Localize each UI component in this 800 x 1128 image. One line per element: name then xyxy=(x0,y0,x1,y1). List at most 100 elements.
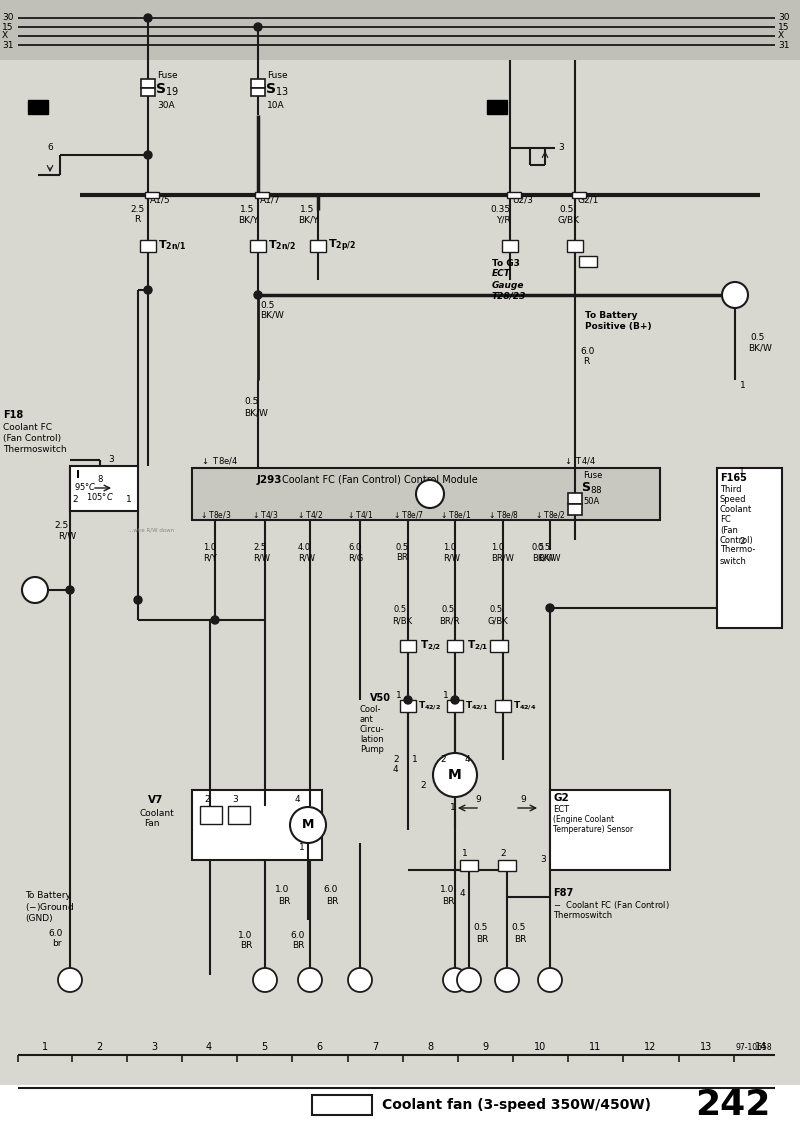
Text: R/BK: R/BK xyxy=(392,617,412,626)
Text: BR: BR xyxy=(278,897,290,906)
Text: 3: 3 xyxy=(232,795,238,804)
Text: 1: 1 xyxy=(739,467,745,476)
Text: R/G: R/G xyxy=(348,554,363,563)
Text: 2: 2 xyxy=(500,848,506,857)
Text: To Battery: To Battery xyxy=(25,890,71,899)
Text: $\downarrow$T8e/8: $\downarrow$T8e/8 xyxy=(487,510,519,520)
Text: BK/Y: BK/Y xyxy=(298,215,318,224)
Text: BK/W: BK/W xyxy=(538,554,561,563)
Text: 10A: 10A xyxy=(267,100,285,109)
Text: 4: 4 xyxy=(206,1042,212,1052)
Text: I: I xyxy=(76,470,80,481)
Text: $-$  Coolant FC (Fan Control): $-$ Coolant FC (Fan Control) xyxy=(553,899,670,911)
Text: ant: ant xyxy=(360,715,374,724)
Text: Coolant: Coolant xyxy=(720,505,752,514)
Text: 4: 4 xyxy=(393,766,398,775)
Bar xyxy=(192,790,322,860)
Text: 11: 11 xyxy=(582,257,594,266)
Circle shape xyxy=(134,596,142,603)
Text: 0.5: 0.5 xyxy=(538,544,551,553)
Text: R/Y: R/Y xyxy=(203,554,217,563)
Text: 242: 242 xyxy=(694,1089,770,1122)
Text: $\mathbf{T_{42/1}}$: $\mathbf{T_{42/1}}$ xyxy=(465,699,488,713)
Text: 1.0: 1.0 xyxy=(238,931,252,940)
Text: Speed: Speed xyxy=(720,495,746,504)
Circle shape xyxy=(404,696,412,704)
Text: $(-) $Ground: $(-) $Ground xyxy=(25,901,74,913)
Bar xyxy=(200,807,222,823)
Text: 11: 11 xyxy=(494,642,504,651)
Text: BK/W: BK/W xyxy=(532,554,554,563)
Bar xyxy=(400,640,416,652)
Text: A1/5: A1/5 xyxy=(150,195,170,204)
Text: BR: BR xyxy=(396,554,408,563)
Text: BR/R: BR/R xyxy=(439,617,459,626)
Bar xyxy=(140,240,156,252)
Text: 2: 2 xyxy=(420,781,426,790)
Text: $\downarrow$T4/2: $\downarrow$T4/2 xyxy=(297,510,323,520)
Text: To Battery: To Battery xyxy=(585,310,638,319)
Text: 30: 30 xyxy=(2,14,14,23)
Text: 0.5: 0.5 xyxy=(441,606,454,615)
Text: 13: 13 xyxy=(700,1042,712,1052)
Circle shape xyxy=(58,968,82,992)
Bar xyxy=(70,466,138,511)
Circle shape xyxy=(722,282,748,308)
Text: $\mathbf{T_{2n/2}}$: $\mathbf{T_{2n/2}}$ xyxy=(268,239,296,253)
Text: 5: 5 xyxy=(261,1042,267,1052)
Text: Fan: Fan xyxy=(144,820,159,828)
Text: 97-10658: 97-10658 xyxy=(735,1043,772,1052)
Circle shape xyxy=(144,14,152,23)
Circle shape xyxy=(495,968,519,992)
Text: Fuse: Fuse xyxy=(267,71,288,80)
Text: 0.5: 0.5 xyxy=(511,924,526,933)
Text: BR: BR xyxy=(476,934,488,943)
Text: 0.5: 0.5 xyxy=(260,300,274,309)
Bar xyxy=(579,256,597,267)
Text: 0.35: 0.35 xyxy=(490,205,510,214)
Text: 3: 3 xyxy=(558,143,564,152)
Text: 8: 8 xyxy=(98,476,102,485)
Text: 2.5: 2.5 xyxy=(253,544,266,553)
Bar xyxy=(507,192,521,199)
Text: 1.0: 1.0 xyxy=(203,544,216,553)
Text: 0.5: 0.5 xyxy=(473,924,487,933)
Circle shape xyxy=(348,968,372,992)
Circle shape xyxy=(298,968,322,992)
Text: Positive (B+): Positive (B+) xyxy=(585,323,652,332)
Text: J293: J293 xyxy=(257,475,282,485)
Text: V7: V7 xyxy=(148,795,163,805)
Text: $\mathbf{T_{42/2}}$: $\mathbf{T_{42/2}}$ xyxy=(418,699,441,713)
Text: ...wire R/W down: ...wire R/W down xyxy=(128,528,174,532)
Text: 182: 182 xyxy=(302,976,318,985)
Circle shape xyxy=(416,481,444,508)
Bar xyxy=(145,192,159,199)
Text: 9: 9 xyxy=(475,795,481,804)
Text: 50A: 50A xyxy=(583,497,599,506)
Text: 0.5: 0.5 xyxy=(394,606,407,615)
Text: F165: F165 xyxy=(720,473,747,483)
Text: $\downarrow$T4/3: $\downarrow$T4/3 xyxy=(251,510,279,520)
Text: 30A: 30A xyxy=(157,100,174,109)
Text: (Fan Control): (Fan Control) xyxy=(3,433,61,442)
Circle shape xyxy=(254,291,262,299)
Text: U2/3: U2/3 xyxy=(512,195,533,204)
Bar xyxy=(251,79,265,88)
Text: 0.5: 0.5 xyxy=(396,544,409,553)
Bar xyxy=(487,100,507,114)
Text: 1: 1 xyxy=(126,495,132,504)
Text: $105°C$: $105°C$ xyxy=(86,492,114,502)
Text: BR: BR xyxy=(442,897,454,906)
Text: Fuse: Fuse xyxy=(583,472,602,481)
Bar xyxy=(141,79,155,88)
Text: 0.5: 0.5 xyxy=(489,606,502,615)
Bar xyxy=(0,60,800,1060)
Text: R/W: R/W xyxy=(58,531,76,540)
Text: G2/1: G2/1 xyxy=(577,195,598,204)
Text: 2.5: 2.5 xyxy=(130,205,144,214)
Text: M: M xyxy=(302,819,314,831)
Text: BR: BR xyxy=(292,942,304,951)
Text: BR: BR xyxy=(326,897,338,906)
Text: R: R xyxy=(134,215,140,224)
Text: T28/23: T28/23 xyxy=(492,291,526,300)
